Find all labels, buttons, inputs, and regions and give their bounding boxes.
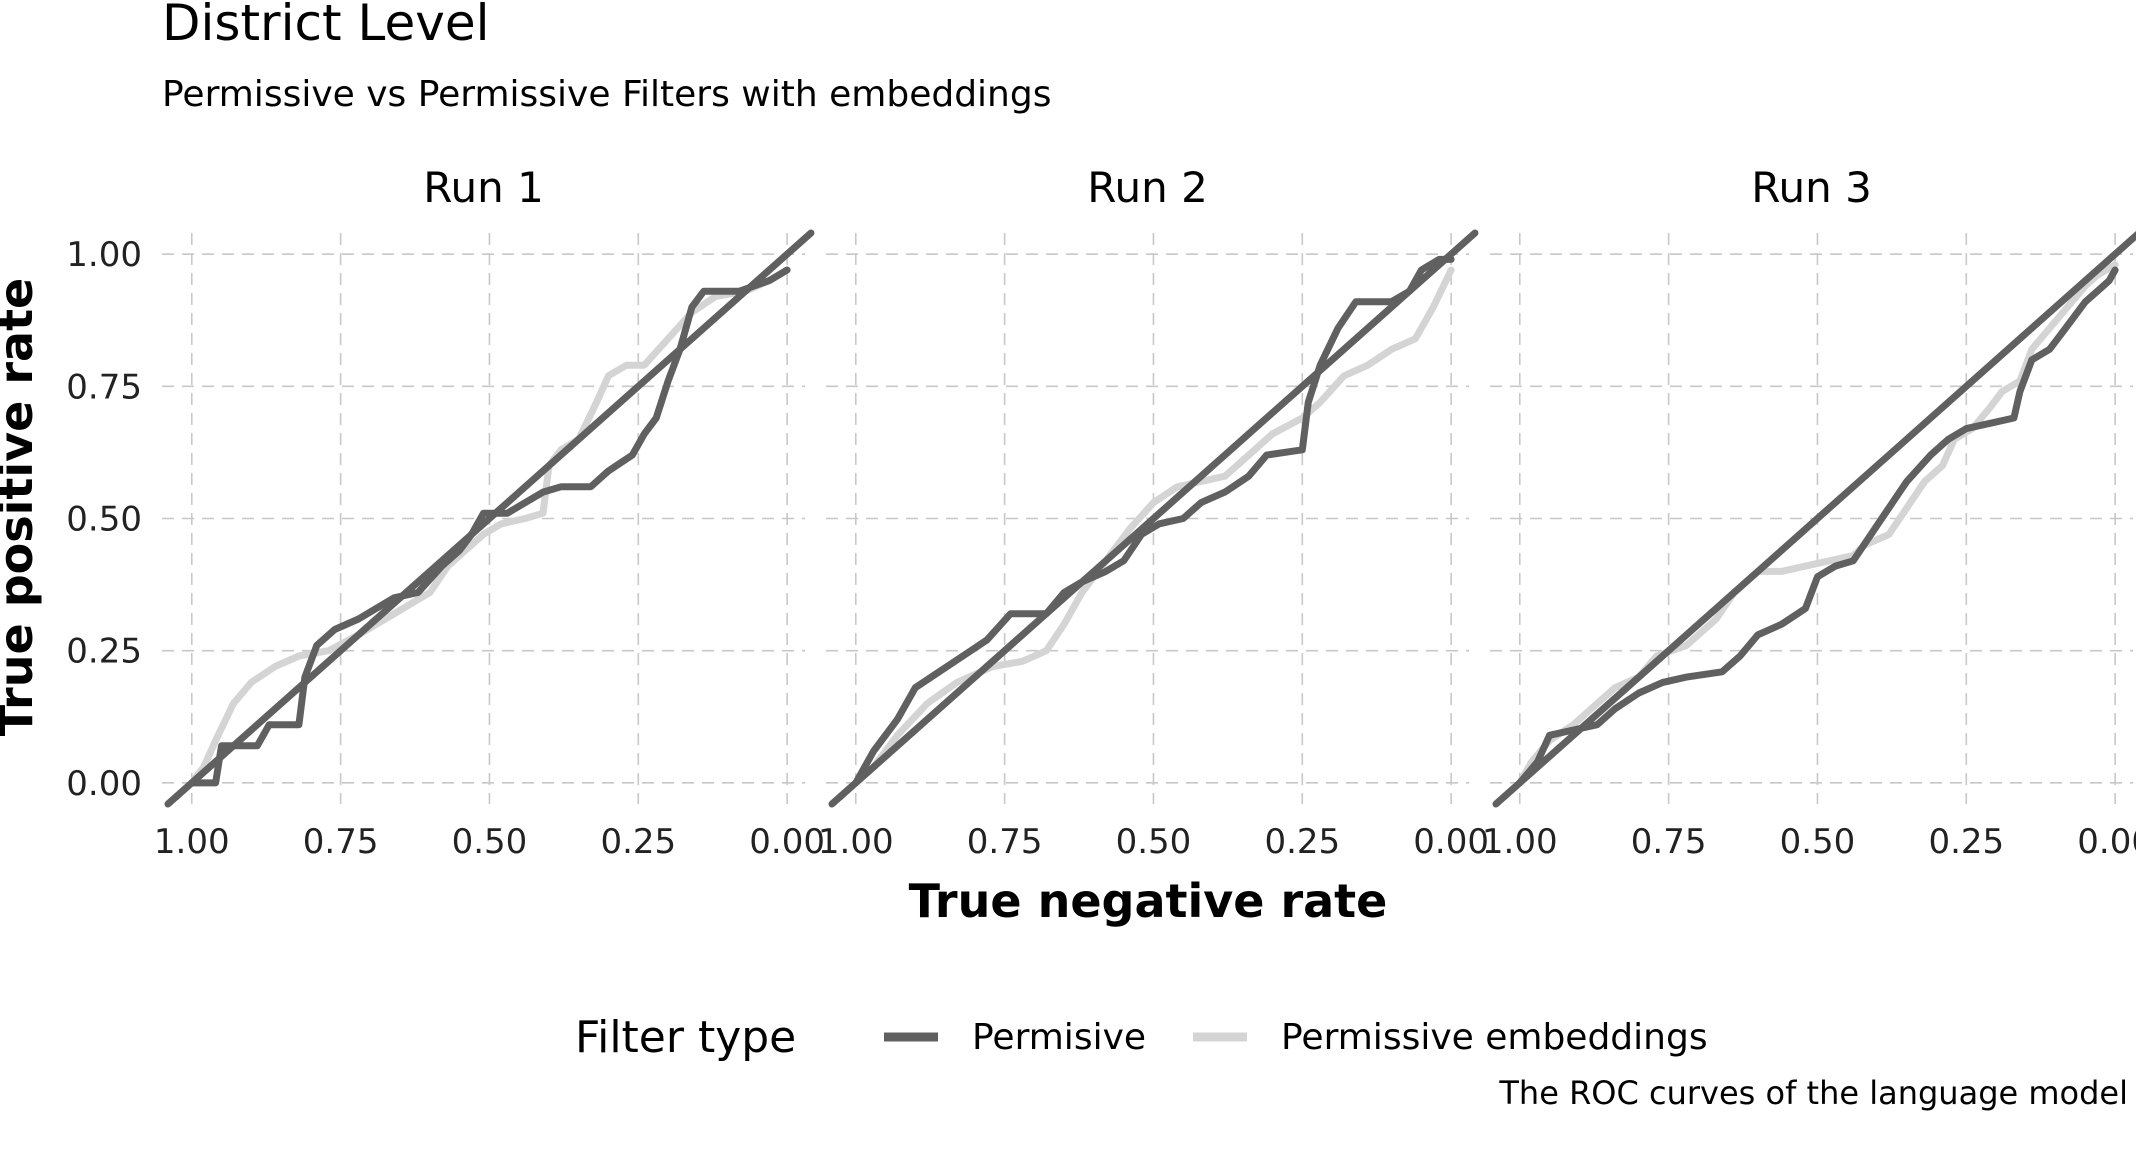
x-tick-label: 1.00 (1482, 822, 1558, 862)
legend: Filter type Permisive Permissive embeddi… (575, 1012, 1708, 1063)
x-tick-label: 0.00 (749, 822, 825, 862)
reference-diagonal (828, 229, 1479, 808)
y-axis-title: True positive rate (0, 278, 43, 737)
facet-panel-1: Run 1 1.00 0.75 0.50 0.25 0.00 0.00 0.25 0.50 0.7… (66, 163, 825, 862)
x-tick-label: 0.50 (1116, 822, 1192, 862)
facet-panels: Run 1 1.00 0.75 0.50 0.25 0.00 0.00 0.25 0.50 0.7… (66, 163, 2136, 862)
x-tick-label: 1.00 (154, 822, 230, 862)
facet-panel-3: Run 3 1.00 0.75 0.50 0.25 0.00 (1482, 163, 2136, 862)
chart-caption: The ROC curves of the language model (1498, 1074, 2128, 1112)
x-axis-title: True negative rate (909, 874, 1388, 928)
facet-panel-2: Run 2 1.00 0.75 0.50 0.25 0.00 (818, 163, 1489, 862)
y-tick-label: 0.00 (66, 764, 142, 804)
y-tick-label: 0.50 (66, 500, 142, 540)
reference-diagonal (164, 229, 815, 808)
x-tick-label: 0.50 (452, 822, 528, 862)
y-tick-label: 1.00 (66, 235, 142, 275)
x-tick-label: 0.75 (1631, 822, 1707, 862)
x-tick-label: 0.50 (1780, 822, 1856, 862)
x-tick-label: 0.75 (967, 822, 1043, 862)
facet-label: Run 3 (1751, 163, 1872, 212)
reference-diagonal (1492, 230, 2136, 808)
chart-title: District Level (162, 0, 489, 52)
x-tick-label: 0.00 (1413, 822, 1489, 862)
legend-label-permisive: Permisive (972, 1017, 1146, 1058)
facet-label: Run 2 (1087, 163, 1208, 212)
facet-label: Run 1 (423, 163, 544, 212)
legend-label-permissive-embeddings: Permissive embeddings (1281, 1017, 1708, 1058)
x-tick-label: 1.00 (818, 822, 894, 862)
x-tick-label: 0.25 (1264, 822, 1340, 862)
chart-subtitle: Permissive vs Permissive Filters with em… (162, 74, 1051, 115)
roc-curve-permissive-embeddings (188, 266, 791, 787)
x-tick-label: 0.25 (1928, 822, 2004, 862)
x-tick-label: 0.00 (2077, 822, 2136, 862)
roc-curve-permissive-embeddings (852, 266, 1455, 787)
roc-curve-permisive (852, 255, 1455, 787)
y-tick-label: 0.25 (66, 632, 142, 672)
x-tick-label: 0.75 (303, 822, 379, 862)
y-tick-label: 0.75 (66, 367, 142, 407)
roc-curve-permisive (1516, 266, 2119, 787)
roc-curve-permisive (188, 266, 791, 787)
x-tick-label: 0.25 (600, 822, 676, 862)
legend-title: Filter type (575, 1012, 796, 1063)
